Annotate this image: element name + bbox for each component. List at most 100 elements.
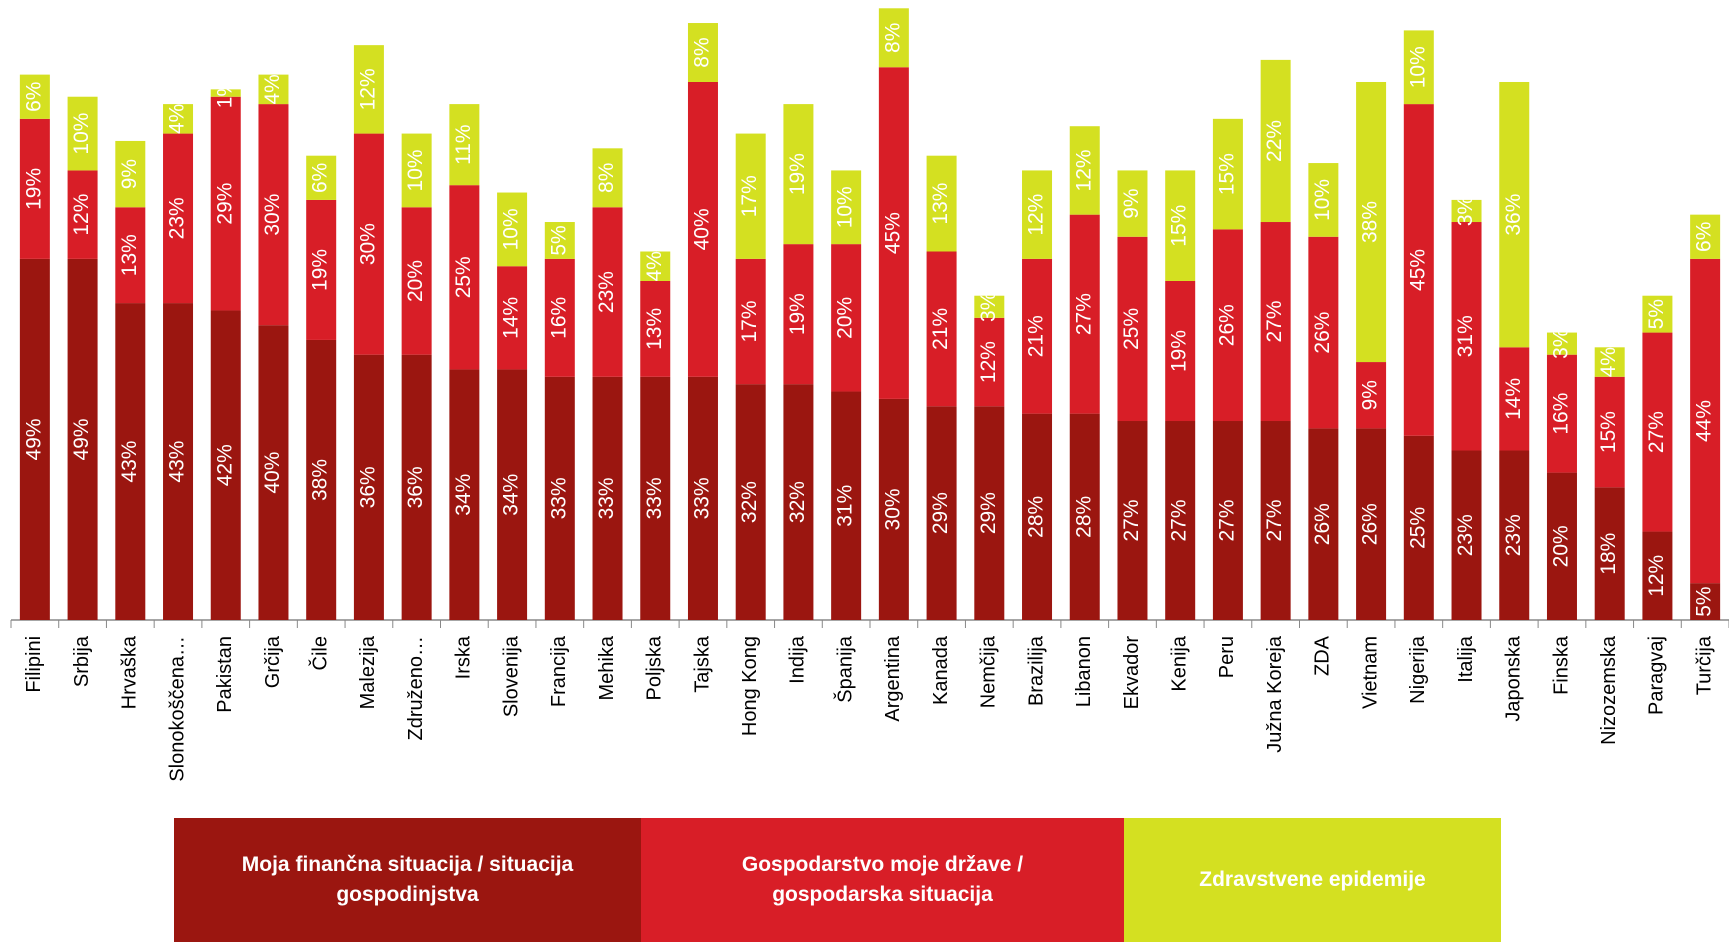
value-label: 31% bbox=[834, 485, 857, 527]
bar-segment bbox=[1546, 332, 1577, 355]
bar-segment bbox=[1403, 104, 1434, 436]
x-tick-label: ZDA bbox=[1312, 635, 1334, 676]
value-label: 17% bbox=[738, 300, 761, 342]
bar-segment bbox=[878, 67, 909, 399]
bar-segment bbox=[687, 23, 718, 82]
value-label: 43% bbox=[166, 441, 189, 483]
bar-segment bbox=[544, 376, 575, 620]
value-label: 27% bbox=[1072, 293, 1095, 335]
value-label: 27% bbox=[1168, 499, 1191, 541]
value-label: 26% bbox=[1359, 503, 1382, 545]
bar-segment bbox=[831, 391, 862, 620]
value-label: 33% bbox=[643, 477, 666, 519]
x-tick-label: Argentina bbox=[882, 635, 904, 721]
bar-segment bbox=[210, 310, 241, 620]
bar-segment bbox=[544, 222, 575, 259]
x-tick-label: Indija bbox=[787, 635, 809, 684]
x-tick-label: Francija bbox=[548, 635, 570, 707]
legend-item: Zdravstvene epidemije bbox=[1124, 818, 1501, 942]
value-label: 43% bbox=[118, 441, 141, 483]
value-label: 45% bbox=[881, 212, 904, 254]
bar-segment bbox=[1117, 236, 1148, 422]
bar-segment bbox=[1165, 421, 1196, 620]
bar-segment bbox=[306, 339, 337, 620]
value-label: 49% bbox=[70, 418, 93, 460]
x-tick-label: Hrvaška bbox=[119, 635, 141, 709]
value-label: 6% bbox=[309, 163, 332, 193]
bar-segment bbox=[640, 251, 671, 281]
value-label: 5% bbox=[1645, 299, 1668, 329]
value-label: 45% bbox=[1406, 249, 1429, 291]
value-label: 5% bbox=[1693, 586, 1716, 616]
value-label: 23% bbox=[1454, 514, 1477, 556]
bar-segment bbox=[1022, 413, 1053, 620]
value-label: 12% bbox=[1025, 194, 1048, 236]
bar-segment bbox=[974, 295, 1005, 318]
x-tick-label: Ekvador bbox=[1121, 636, 1143, 710]
value-label: 8% bbox=[691, 37, 714, 67]
legend-item: Moja finančna situacija / situacija gosp… bbox=[174, 818, 641, 942]
bar-segment bbox=[926, 251, 957, 407]
bar-segment bbox=[783, 104, 814, 245]
value-label: 33% bbox=[595, 477, 618, 519]
value-label: 10% bbox=[1406, 46, 1429, 88]
value-label: 30% bbox=[261, 194, 284, 236]
bar-segment bbox=[1069, 214, 1100, 414]
value-label: 34% bbox=[452, 474, 475, 516]
bar-segment bbox=[1546, 472, 1577, 620]
x-tick-label: Južna Koreja bbox=[1264, 635, 1286, 753]
bar-segment bbox=[115, 140, 146, 208]
value-label: 30% bbox=[881, 488, 904, 530]
value-label: 38% bbox=[309, 459, 332, 501]
value-label: 19% bbox=[1168, 330, 1191, 372]
bar-segment bbox=[592, 148, 623, 208]
value-label: 21% bbox=[1025, 315, 1048, 357]
bar-segment bbox=[1546, 354, 1577, 473]
x-tick-label: Grčija bbox=[262, 635, 284, 688]
value-label: 17% bbox=[738, 175, 761, 217]
value-label: 10% bbox=[404, 149, 427, 191]
value-label: 29% bbox=[213, 183, 236, 225]
value-label: 25% bbox=[1406, 507, 1429, 549]
bar-segment bbox=[1690, 258, 1721, 584]
bar-segment bbox=[19, 118, 50, 259]
bar-segment bbox=[163, 303, 194, 620]
value-label: 5% bbox=[547, 225, 570, 255]
value-label: 6% bbox=[1693, 222, 1716, 252]
x-tick-label: Japonska bbox=[1503, 635, 1525, 721]
value-label: 3% bbox=[1454, 196, 1477, 226]
value-label: 28% bbox=[1025, 496, 1048, 538]
bar-segment bbox=[640, 376, 671, 620]
value-label: 25% bbox=[1120, 308, 1143, 350]
value-label: 8% bbox=[881, 23, 904, 53]
bar-segment bbox=[449, 104, 480, 186]
value-label: 19% bbox=[22, 168, 45, 210]
x-tick-label: Malezija bbox=[357, 635, 379, 709]
x-tick-label: Brazilija bbox=[1025, 635, 1047, 706]
value-label: 12% bbox=[356, 68, 379, 110]
value-label: 21% bbox=[929, 308, 952, 350]
value-label: 12% bbox=[977, 341, 1000, 383]
x-tick-label: Irska bbox=[453, 635, 475, 679]
bar-segment bbox=[1069, 413, 1100, 620]
x-tick-label: Tajska bbox=[691, 635, 713, 693]
legend: Moja finančna situacija / situacija gosp… bbox=[174, 818, 1501, 942]
value-label: 3% bbox=[977, 292, 1000, 322]
value-label: 36% bbox=[356, 466, 379, 508]
value-label: 44% bbox=[1693, 400, 1716, 442]
bar-segment bbox=[449, 369, 480, 620]
value-label: 13% bbox=[929, 183, 952, 225]
value-label: 36% bbox=[1502, 194, 1525, 236]
bar-segment bbox=[258, 74, 289, 105]
bar-segment bbox=[1069, 126, 1100, 215]
bar-segment bbox=[1165, 280, 1196, 422]
bar-segment bbox=[1117, 170, 1148, 237]
value-label: 3% bbox=[1550, 328, 1573, 358]
bar-segment bbox=[687, 376, 718, 620]
bar-segment bbox=[1260, 59, 1291, 223]
bar-segment bbox=[67, 96, 98, 171]
value-label: 26% bbox=[1215, 304, 1238, 346]
x-tick-label: Peru bbox=[1216, 636, 1238, 678]
value-label: 9% bbox=[1120, 188, 1143, 218]
